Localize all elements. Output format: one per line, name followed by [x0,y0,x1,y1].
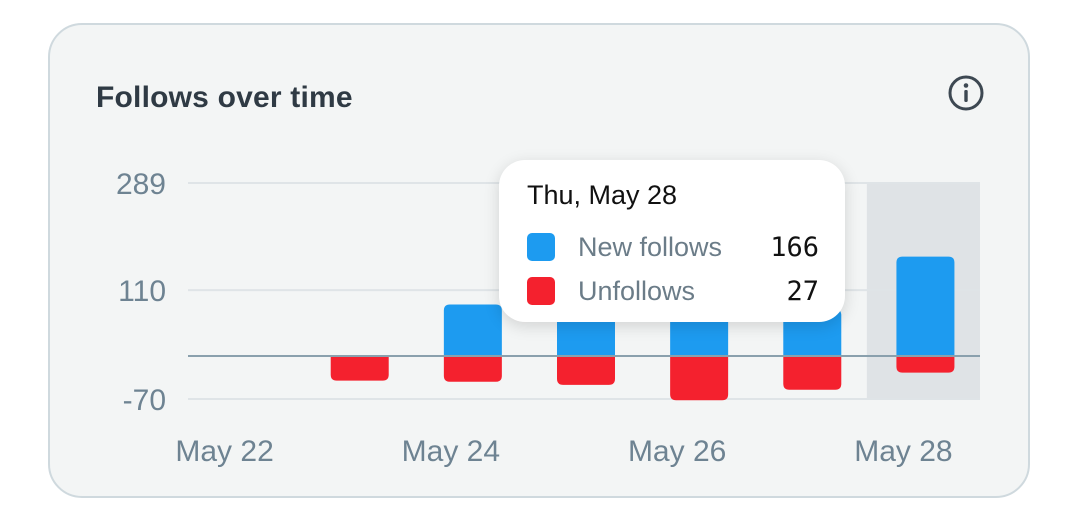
y-tick-label: 110 [118,275,166,308]
tooltip-label: Unfollows [578,276,696,306]
x-tick-label: May 28 [854,435,952,468]
tooltip-value: 166 [770,232,819,263]
y-tick-label: 289 [116,168,166,201]
card-title: Follows over time [96,81,353,114]
x-tick-label: May 24 [402,435,500,468]
tooltip-value: 27 [786,276,819,307]
bar-new-follows [896,256,955,356]
bar-unfollows [330,356,389,381]
bar-new-follows [443,304,502,356]
bar-unfollows [896,356,955,373]
unfollows-swatch [527,277,555,305]
axis-labels: 289 110 -70 May 22 May 24 May 26 May 28 [116,168,953,468]
bar-unfollows [443,356,502,382]
bar-unfollows [783,356,842,390]
chart-tooltip: Thu, May 28 New follows 166 Unfollows 27 [499,160,845,322]
new-follows-swatch [527,233,555,261]
tooltip-row-new-follows: New follows 166 [527,232,819,263]
bar-unfollows [557,356,615,385]
x-tick-label: May 26 [628,435,726,468]
bar-unfollows [670,356,729,401]
y-tick-label: -70 [123,384,166,417]
tooltip-row-unfollows: Unfollows 27 [527,276,819,307]
x-tick-label: May 22 [175,435,273,468]
tooltip-label: New follows [578,232,723,262]
info-icon[interactable] [947,74,985,112]
tooltip-title: Thu, May 28 [527,180,678,210]
